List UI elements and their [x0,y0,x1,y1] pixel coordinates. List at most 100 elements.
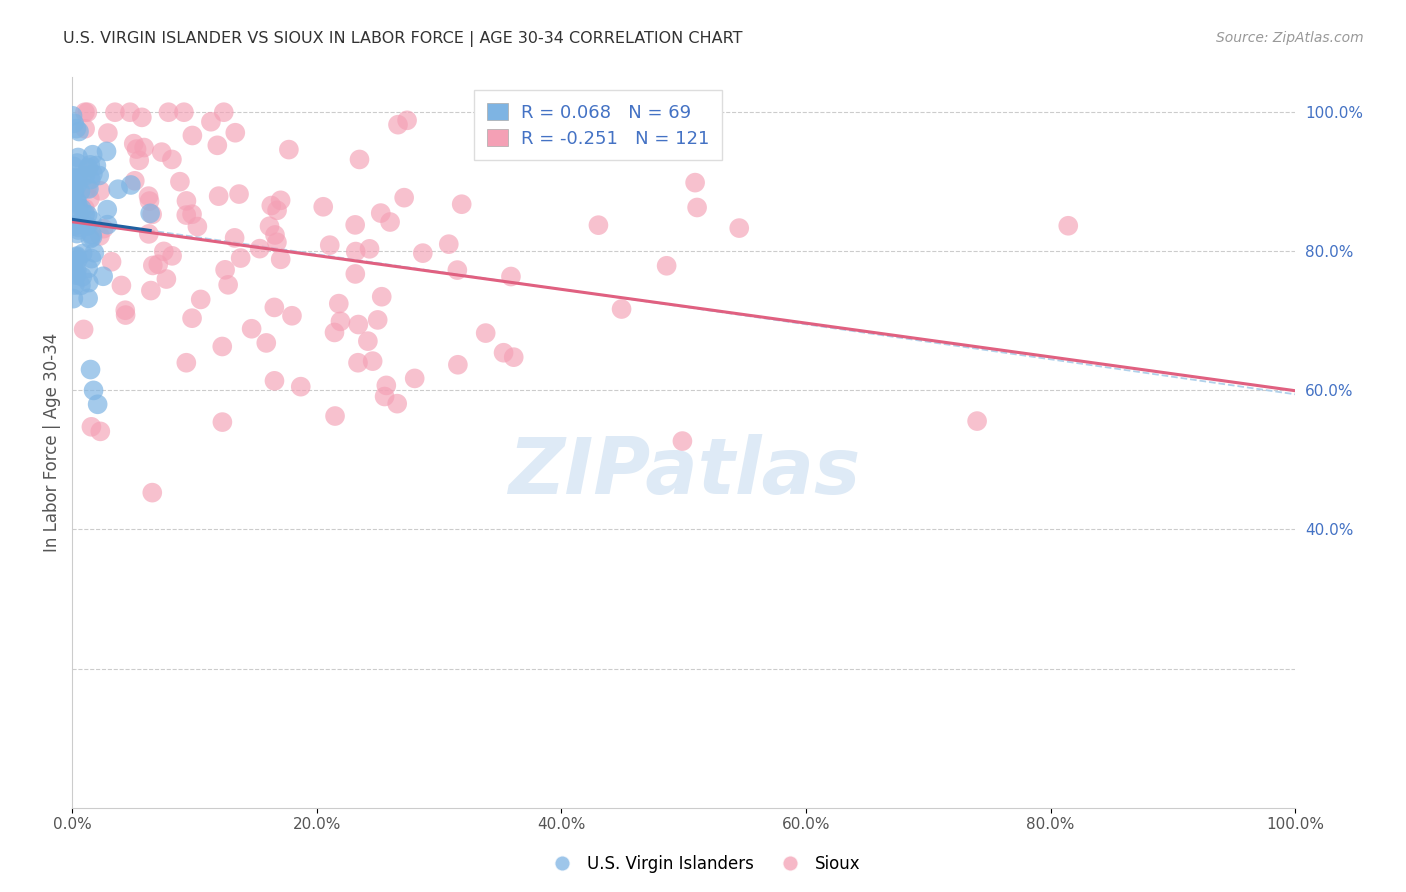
Point [392,191,415,205]
Point [62,109,84,123]
Point [260,198,283,212]
Point [62,173,84,187]
Point [344,267,367,281]
Point [132,140,155,154]
Point [141,207,163,221]
Point [83,245,105,260]
Point [254,335,277,350]
Point [122,136,145,151]
Point [65,268,87,283]
Point [323,409,346,423]
Point [76,208,98,222]
Point [66,249,89,263]
Point [72,322,94,336]
Point [82,147,104,161]
Point [208,189,231,203]
Point [73,105,96,120]
Point [82,167,104,181]
Point [367,313,389,327]
Point [447,358,470,372]
Point [181,128,204,143]
Point [249,242,271,256]
Point [396,113,419,128]
Point [181,207,204,221]
Point [62,260,84,275]
Point [65,121,87,136]
Point [77,161,100,176]
Point [67,201,90,215]
Point [63,278,86,293]
Point [266,203,288,218]
Point [387,118,409,132]
Point [89,228,111,243]
Point [357,334,380,348]
Point [174,208,197,222]
Point [186,219,208,234]
Point [404,371,426,385]
Point [207,138,229,153]
Point [270,252,292,267]
Point [75,207,97,221]
Point [277,143,299,157]
Point [610,301,633,316]
Point [264,227,287,242]
Point [328,296,350,310]
Point [224,126,246,140]
Legend: R = 0.068   N = 69, R = -0.251   N = 121: R = 0.068 N = 69, R = -0.251 N = 121 [474,90,723,161]
Point [65,170,87,185]
Point [80,172,103,186]
Point [228,187,250,202]
Point [181,311,204,326]
Point [82,230,104,244]
Point [79,192,101,206]
Point [77,182,100,196]
Point [76,105,98,120]
Point [62,189,84,203]
Point [148,257,170,271]
Point [160,249,183,263]
Point [83,384,105,398]
Point [77,161,100,175]
Point [89,169,111,183]
Point [62,254,84,268]
Point [66,263,89,277]
Point [671,434,693,448]
Point [157,105,180,120]
Point [190,293,212,307]
Point [329,314,352,328]
Point [114,303,136,318]
Point [89,425,111,439]
Point [69,184,91,198]
Point [120,178,142,192]
Point [139,284,162,298]
Point [97,126,120,140]
Point [211,339,233,353]
Point [114,308,136,322]
Point [79,158,101,172]
Point [212,105,235,120]
Point [728,221,751,235]
Point [77,261,100,276]
Point [62,159,84,173]
Point [66,156,89,170]
Point [70,216,93,230]
Point [588,218,610,232]
Point [141,485,163,500]
Point [450,197,472,211]
Point [155,272,177,286]
Point [370,290,392,304]
Point [323,326,346,340]
Point [66,177,89,191]
Point [412,246,434,260]
Point [79,232,101,246]
Point [128,153,150,168]
Point [77,276,100,290]
Legend: U.S. Virgin Islanders, Sioux: U.S. Virgin Islanders, Sioux [538,848,868,880]
Point [349,153,371,167]
Point [72,246,94,260]
Point [65,219,87,233]
Point [86,159,108,173]
Point [75,121,97,136]
Point [200,114,222,128]
Point [375,378,398,392]
